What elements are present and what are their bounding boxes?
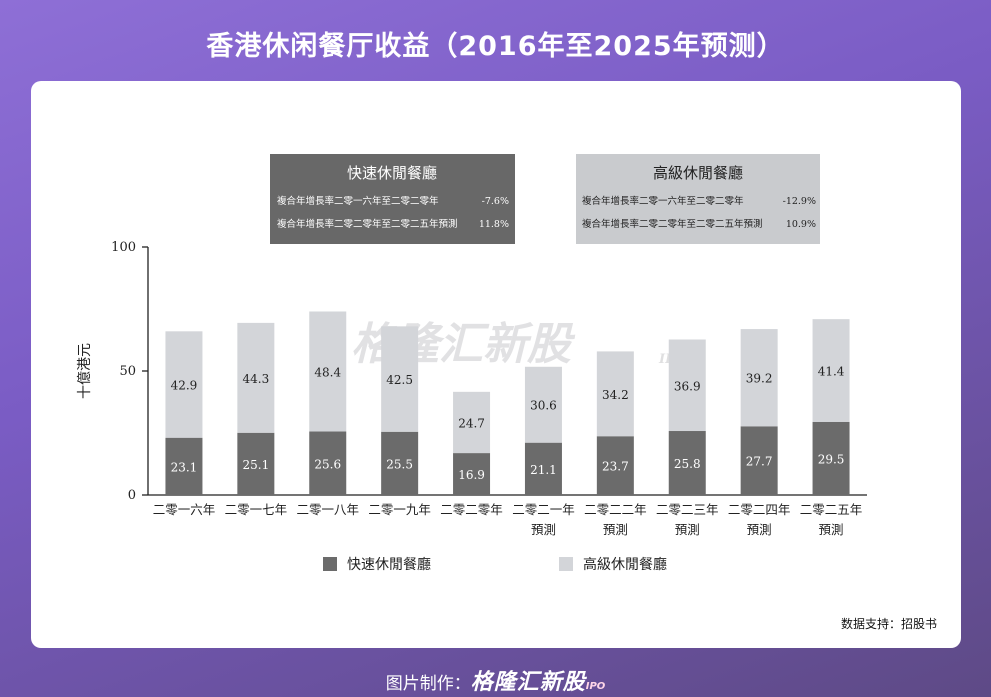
- cagr-box-fast-casual-title: 快速休閒餐廳: [347, 164, 437, 182]
- bar-fine-casual: [668, 339, 706, 432]
- data-label-fast-casual: 23.7: [602, 460, 629, 474]
- bar-fast-casual: [165, 437, 203, 495]
- legend-label-fast-casual: 快速休閒餐廳: [347, 556, 431, 573]
- bar-fast-casual: [309, 431, 347, 495]
- data-label-fast-casual: 25.6: [314, 457, 341, 471]
- legend-swatch-fine-casual: [559, 557, 573, 571]
- data-label-fine-casual: 39.2: [746, 372, 773, 386]
- y-tick-label: 0: [128, 488, 136, 503]
- x-tick-label: 二零一六年: [153, 502, 216, 517]
- bar-fine-casual: [453, 391, 491, 454]
- x-tick-label: 二零二零年: [440, 502, 503, 517]
- x-tick-label: 預測: [531, 522, 556, 537]
- bar-fast-casual: [668, 431, 706, 495]
- x-tick-label: 二零一八年: [296, 502, 359, 517]
- x-tick-label: 二零二五年: [800, 502, 863, 517]
- cagr-row-value: -7.6%: [482, 196, 509, 207]
- bar-fine-casual: [524, 366, 562, 443]
- cagr-box-fast-casual: 快速休閒餐廳 複合年增長率二零一六年至二零二零年 -7.6% 複合年增長率二零二…: [270, 154, 515, 244]
- y-tick-label: 50: [119, 364, 136, 379]
- source-note: 数据支持：招股书: [841, 616, 937, 631]
- data-label-fine-casual: 34.2: [602, 388, 629, 402]
- bars: 23.1 42.9 25.1 44.3 25.6 48.4 25.5 42.5 16.9 24.7…: [165, 311, 850, 495]
- footer-label: 图片制作：: [385, 674, 471, 694]
- legend-swatch-fast-casual: [323, 557, 337, 571]
- data-label-fine-casual: 42.5: [386, 373, 413, 387]
- data-label-fast-casual: 25.5: [386, 457, 413, 471]
- cagr-row-value: 10.9%: [786, 219, 816, 230]
- data-label-fast-casual: 27.7: [746, 455, 773, 469]
- bar-fine-casual: [237, 322, 275, 433]
- bar-fast-casual: [740, 426, 778, 495]
- data-label-fine-casual: 42.9: [171, 379, 198, 393]
- bar-fine-casual: [309, 311, 347, 432]
- data-label-fast-casual: 21.1: [530, 463, 557, 477]
- cagr-row-label: 複合年增長率二零一六年至二零二零年: [582, 195, 744, 207]
- bar-fine-casual: [381, 326, 419, 432]
- footer-brand: 格隆汇新股: [470, 670, 586, 695]
- bar-fast-casual: [812, 421, 850, 495]
- bar-fast-casual: [524, 442, 562, 495]
- bar-fine-casual: [812, 319, 850, 422]
- bar-fast-casual: [381, 431, 419, 495]
- data-label-fine-casual: 41.4: [818, 365, 845, 379]
- bar-fine-casual: [165, 331, 203, 438]
- data-label-fast-casual: 16.9: [458, 468, 485, 482]
- x-tick-label: 二零二三年: [656, 502, 719, 517]
- data-label-fine-casual: 24.7: [458, 416, 485, 430]
- data-label-fine-casual: 30.6: [530, 399, 557, 413]
- footer: 图片制作：格隆汇新股IPO: [0, 664, 991, 696]
- x-tick-label: 預測: [603, 522, 628, 537]
- x-tick-label: 二零一九年: [368, 502, 431, 517]
- bar-fast-casual: [453, 453, 491, 495]
- bar-fine-casual: [596, 351, 634, 437]
- page-title: 香港休闲餐厅收益（2016年至2025年预测）: [206, 31, 785, 62]
- data-label-fine-casual: 36.9: [674, 379, 701, 393]
- legend: 快速休閒餐廳 高級休閒餐廳: [323, 556, 667, 573]
- data-label-fine-casual: 44.3: [242, 372, 269, 386]
- x-tick-label: 二零二一年: [512, 502, 575, 517]
- cagr-row-label: 複合年增長率二零二零年至二零二五年預測: [277, 218, 458, 230]
- cagr-box-fine-casual-bg: [576, 154, 820, 244]
- data-label-fast-casual: 25.1: [242, 458, 269, 472]
- data-label-fine-casual: 48.4: [314, 365, 341, 379]
- cagr-row-label: 複合年增長率二零一六年至二零二零年: [277, 195, 439, 207]
- data-label-fast-casual: 25.8: [674, 457, 701, 471]
- x-tick-label: 預測: [819, 522, 844, 537]
- chart-card: 快速休閒餐廳 複合年增長率二零一六年至二零二零年 -7.6% 複合年增長率二零二…: [31, 81, 961, 648]
- footer-brand-suffix: IPO: [585, 681, 606, 692]
- legend-label-fine-casual: 高級休閒餐廳: [583, 556, 667, 573]
- cagr-box-fine-casual-title: 高級休閒餐廳: [653, 164, 743, 182]
- y-axis-title: 十億港元: [77, 343, 93, 399]
- stacked-bar-chart: 快速休閒餐廳 複合年增長率二零一六年至二零二零年 -7.6% 複合年增長率二零二…: [77, 154, 937, 631]
- x-tick-label: 預測: [747, 522, 772, 537]
- data-label-fast-casual: 23.1: [171, 460, 198, 474]
- y-tick-label: 100: [111, 240, 136, 255]
- cagr-box-fine-casual: 高級休閒餐廳 複合年增長率二零一六年至二零二零年 -12.9% 複合年增長率二零…: [576, 154, 820, 244]
- data-label-fast-casual: 29.5: [818, 452, 845, 466]
- bar-fast-casual: [596, 436, 634, 495]
- bar-fine-casual: [740, 329, 778, 427]
- x-tick-label: 二零二二年: [584, 502, 647, 517]
- cagr-row-value: -12.9%: [783, 196, 816, 207]
- cagr-box-fast-casual-bg: [270, 154, 515, 244]
- x-tick-label: 預測: [675, 522, 700, 537]
- cagr-row-value: 11.8%: [479, 219, 509, 230]
- x-tick-label: 二零二四年: [728, 502, 791, 517]
- x-tick-label: 二零一七年: [225, 502, 288, 517]
- bar-fast-casual: [237, 432, 275, 495]
- cagr-row-label: 複合年增長率二零二零年至二零二五年預測: [582, 218, 763, 230]
